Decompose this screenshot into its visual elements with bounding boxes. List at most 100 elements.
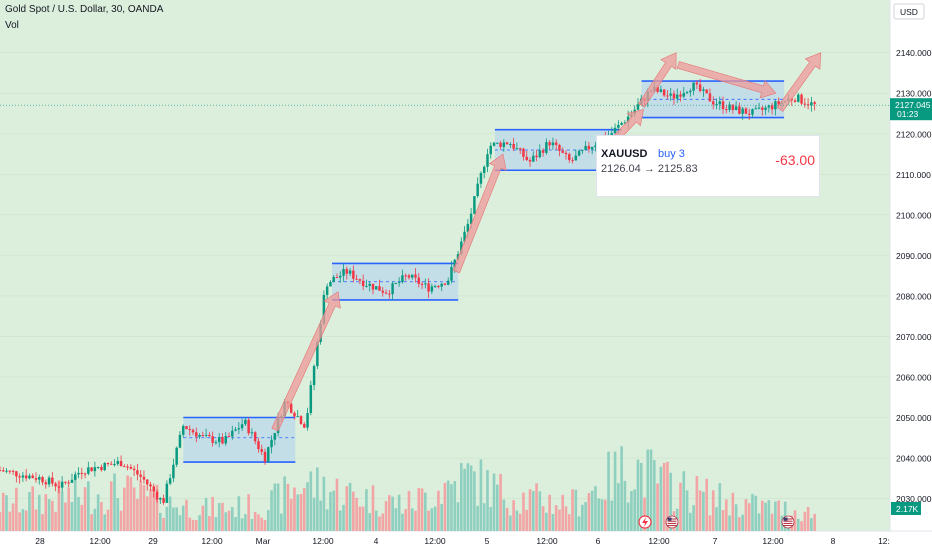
candle-body: [813, 102, 816, 105]
volume-bar: [620, 446, 623, 531]
volume-bar: [512, 500, 515, 531]
time-axis-panel[interactable]: [0, 531, 932, 550]
volume-bar: [155, 484, 159, 531]
position-symbol: XAUUSD: [601, 148, 648, 160]
candle-body: [142, 476, 146, 480]
volume-bar: [443, 482, 447, 531]
time-tick-label: 7: [713, 536, 718, 546]
candle-body: [571, 160, 574, 162]
candle-body: [31, 475, 34, 479]
volume-indicator-label[interactable]: Vol: [5, 20, 19, 31]
us-economic-event-icon[interactable]: [781, 515, 795, 529]
price-axis-panel[interactable]: [890, 0, 932, 531]
candle-body: [155, 491, 159, 500]
volume-bar: [162, 518, 165, 531]
volume-bar: [80, 504, 84, 531]
time-tick-label: 12:00: [536, 536, 558, 546]
candle-body: [381, 290, 385, 293]
volume-bar: [463, 468, 466, 531]
volume-bar: [90, 514, 93, 531]
volume-bar: [744, 499, 748, 531]
volume-bar: [11, 503, 15, 531]
candle-body: [123, 466, 126, 468]
volume-bar: [460, 463, 463, 531]
trend-arrow[interactable]: [776, 52, 822, 112]
volume-bar: [374, 510, 378, 531]
volume-bar: [581, 504, 584, 531]
candle-body: [257, 441, 260, 450]
volume-bar: [253, 511, 257, 531]
volume-bar: [361, 506, 365, 531]
candle-body: [496, 142, 499, 144]
candle-body: [505, 142, 509, 145]
volume-bar: [394, 508, 398, 531]
volume-bar: [417, 488, 421, 531]
symbol-title[interactable]: Gold Spot / U.S. Dollar, 30, OANDA: [5, 4, 164, 15]
candle-body: [728, 104, 731, 110]
candle-body: [401, 275, 404, 283]
price-tick-label: 2130.000: [896, 89, 932, 99]
candle-body: [260, 449, 263, 452]
candle-body: [267, 447, 270, 462]
volume-bar: [126, 475, 129, 531]
candle-body: [659, 89, 663, 92]
volume-bar: [410, 508, 414, 531]
volume-bar: [41, 514, 44, 531]
volume-bar: [96, 494, 100, 531]
candle-body: [499, 142, 502, 147]
volume-bar: [5, 495, 8, 531]
volume-bar: [796, 518, 800, 531]
volume-bar: [424, 492, 427, 531]
trend-arrow[interactable]: [676, 61, 777, 99]
candle-body: [489, 145, 492, 155]
candle-body: [159, 498, 162, 500]
volume-bar: [322, 476, 326, 531]
candle-body: [806, 104, 810, 106]
candle-body: [44, 482, 48, 485]
candle-body: [538, 150, 542, 158]
candle-body: [437, 286, 440, 288]
volume-bar: [44, 494, 48, 531]
volume-bar: [509, 515, 512, 531]
candle-body: [126, 466, 129, 468]
volume-bar: [270, 490, 273, 531]
volume-bar: [518, 513, 522, 531]
volume-bar: [777, 500, 780, 531]
candle-body: [708, 93, 712, 102]
candle-body: [420, 283, 424, 285]
trend-arrow[interactable]: [638, 52, 677, 108]
candle-body: [168, 478, 172, 484]
us-economic-event-icon[interactable]: [665, 515, 679, 529]
volume-bar: [181, 505, 185, 531]
volume-bar: [224, 512, 228, 531]
volume-bar: [100, 502, 103, 531]
trend-arrow[interactable]: [452, 153, 507, 274]
volume-bar: [653, 460, 656, 531]
volume-bar: [603, 499, 607, 531]
volume-bar: [715, 507, 718, 531]
candle-body: [116, 461, 120, 465]
last-price-badge[interactable]: [890, 98, 932, 121]
time-tick-label: 4: [374, 536, 379, 546]
volume-bar: [590, 490, 594, 531]
candle-body: [502, 142, 506, 147]
candle-body: [227, 435, 231, 437]
volume-bar: [401, 513, 404, 531]
volume-bar: [381, 513, 385, 531]
candle-body: [797, 94, 800, 102]
volume-bar: [636, 459, 640, 531]
volume-bar: [639, 462, 643, 531]
trend-arrow[interactable]: [271, 291, 341, 432]
volume-bar: [273, 483, 277, 531]
volume-bar: [28, 492, 31, 531]
volume-bar: [698, 490, 702, 531]
volume-bar: [806, 507, 810, 531]
candle-body: [253, 432, 257, 442]
volume-bar: [567, 514, 571, 531]
candle-body: [247, 419, 250, 434]
position-card[interactable]: XAUUSD buy 3 2126.04 → 2125.83 -63.00: [596, 135, 820, 197]
volume-bar: [584, 502, 587, 531]
currency-button[interactable]: [893, 3, 925, 20]
candle-body: [738, 106, 741, 114]
